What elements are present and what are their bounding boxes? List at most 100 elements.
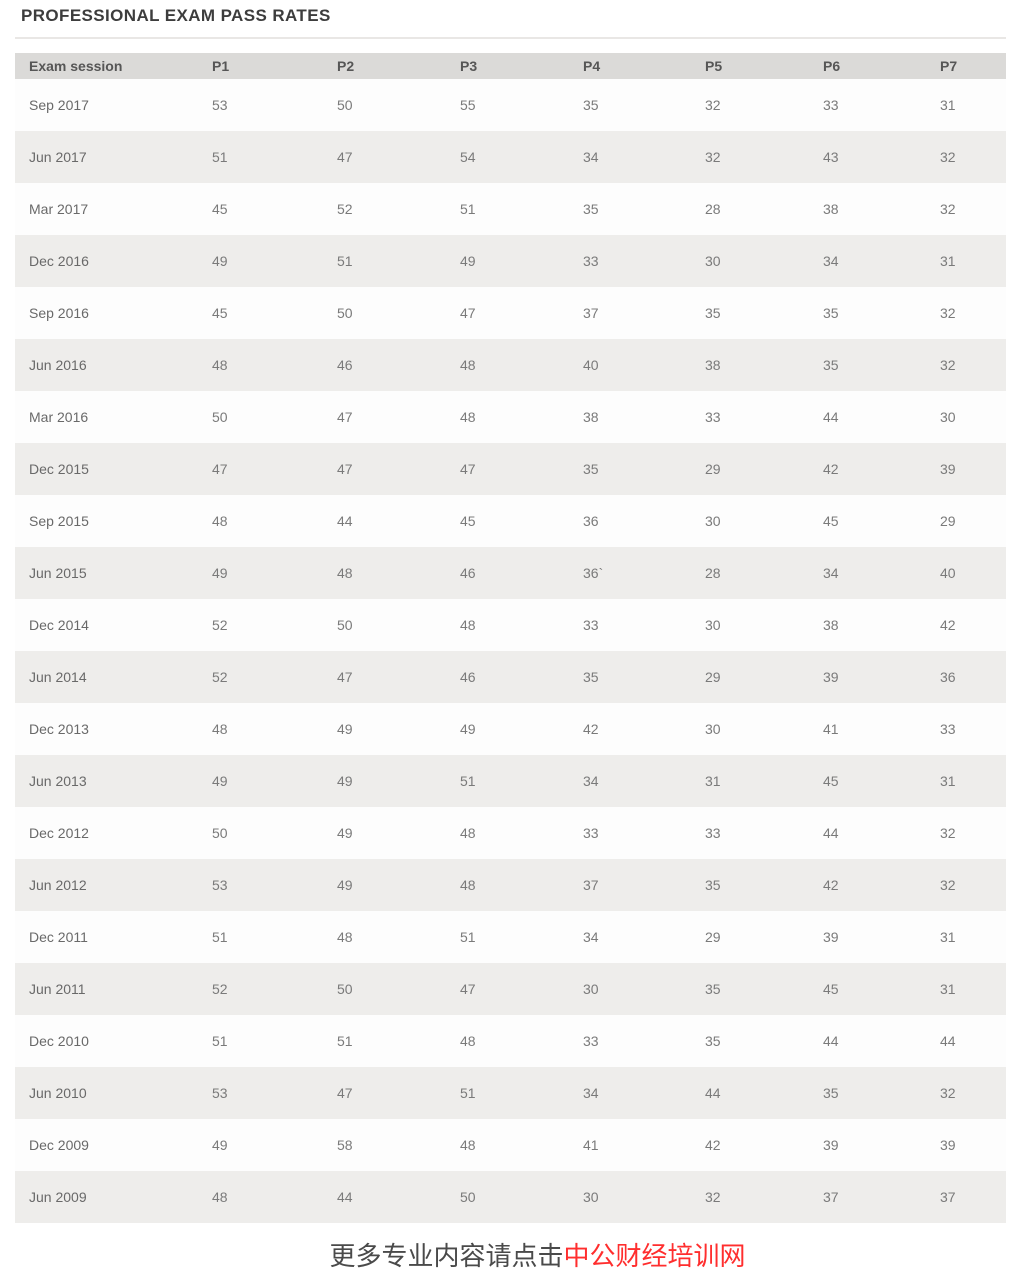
table-row: Dec 2013 48 49 49 42 30 41 33	[15, 703, 1006, 755]
value-cell: 53	[212, 877, 228, 893]
value-cell: 35	[583, 461, 599, 477]
value-cell: 50	[337, 617, 353, 633]
value-cell: 35	[823, 305, 839, 321]
value-cell: 47	[337, 1085, 353, 1101]
value-cell: 49	[212, 773, 228, 789]
session-cell: Jun 2009	[29, 1189, 87, 1205]
value-cell: 49	[337, 825, 353, 841]
value-cell: 42	[823, 461, 839, 477]
value-cell: 37	[823, 1189, 839, 1205]
value-cell: 34	[583, 929, 599, 945]
column-header-p2: P2	[337, 53, 460, 79]
session-cell: Jun 2017	[29, 149, 87, 165]
value-cell: 38	[583, 409, 599, 425]
session-cell: Dec 2013	[29, 721, 89, 737]
value-cell: 34	[583, 773, 599, 789]
value-cell: 44	[337, 1189, 353, 1205]
value-cell: 48	[460, 825, 476, 841]
table-row: Sep 2016 45 50 47 37 35 35 32	[15, 287, 1006, 339]
value-cell: 45	[823, 773, 839, 789]
value-cell: 30	[940, 409, 956, 425]
session-cell: Sep 2017	[29, 97, 89, 113]
page-title: PROFESSIONAL EXAM PASS RATES	[21, 6, 331, 25]
value-cell: 50	[460, 1189, 476, 1205]
session-cell: Dec 2009	[29, 1137, 89, 1153]
column-header-p5: P5	[705, 53, 823, 79]
value-cell: 45	[823, 513, 839, 529]
value-cell: 28	[705, 201, 721, 217]
column-header-p3: P3	[460, 53, 583, 79]
table-row: Jun 2012 53 49 48 37 35 42 32	[15, 859, 1006, 911]
table-row: Sep 2015 48 44 45 36 30 45 29	[15, 495, 1006, 547]
value-cell: 48	[212, 721, 228, 737]
value-cell: 50	[212, 409, 228, 425]
value-cell: 48	[337, 929, 353, 945]
value-cell: 47	[337, 149, 353, 165]
value-cell: 34	[583, 1085, 599, 1101]
value-cell: 33	[940, 721, 956, 737]
value-cell: 40	[583, 357, 599, 373]
value-cell: 37	[583, 305, 599, 321]
value-cell: 30	[705, 253, 721, 269]
value-cell: 33	[583, 825, 599, 841]
value-cell: 31	[940, 97, 956, 113]
value-cell: 46	[460, 565, 476, 581]
value-cell: 42	[940, 617, 956, 633]
table-row: Dec 2009 49 58 48 41 42 39 39	[15, 1119, 1006, 1171]
value-cell: 28	[705, 565, 721, 581]
table-row: Dec 2016 49 51 49 33 30 34 31	[15, 235, 1006, 287]
value-cell: 33	[705, 409, 721, 425]
table-row: Dec 2010 51 51 48 33 35 44 44	[15, 1015, 1006, 1067]
session-cell: Jun 2013	[29, 773, 87, 789]
column-header-p7: P7	[940, 53, 1006, 79]
value-cell: 47	[337, 461, 353, 477]
value-cell: 38	[705, 357, 721, 373]
value-cell: 32	[940, 201, 956, 217]
value-cell: 30	[583, 1189, 599, 1205]
page: PROFESSIONAL EXAM PASS RATES Exam sessio…	[0, 6, 1021, 1271]
value-cell: 32	[940, 1085, 956, 1101]
value-cell: 38	[823, 201, 839, 217]
value-cell: 47	[460, 305, 476, 321]
footer-text: 更多专业内容请点击	[329, 1241, 564, 1271]
session-cell: Jun 2011	[29, 981, 86, 997]
value-cell: 48	[460, 617, 476, 633]
value-cell: 53	[212, 97, 228, 113]
value-cell: 32	[940, 149, 956, 165]
value-cell: 50	[337, 981, 353, 997]
session-cell: Dec 2016	[29, 253, 89, 269]
session-cell: Jun 2010	[29, 1085, 87, 1101]
value-cell: 32	[940, 877, 956, 893]
session-cell: Dec 2012	[29, 825, 89, 841]
value-cell: 35	[705, 877, 721, 893]
value-cell: 53	[212, 1085, 228, 1101]
table-row: Jun 2017 51 47 54 34 32 43 32	[15, 131, 1006, 183]
value-cell: 48	[212, 357, 228, 373]
value-cell: 45	[823, 981, 839, 997]
value-cell: 48	[212, 1189, 228, 1205]
value-cell: 48	[460, 357, 476, 373]
value-cell: 32	[940, 825, 956, 841]
value-cell: 49	[337, 721, 353, 737]
value-cell: 29	[705, 669, 721, 685]
table-row: Jun 2011 52 50 47 30 35 45 31	[15, 963, 1006, 1015]
value-cell: 51	[212, 1033, 228, 1049]
value-cell: 51	[337, 253, 353, 269]
table-row: Jun 2015 49 48 46 36` 28 34 40	[15, 547, 1006, 599]
value-cell: 48	[460, 1033, 476, 1049]
value-cell: 58	[337, 1137, 353, 1153]
value-cell: 50	[212, 825, 228, 841]
footer-link[interactable]: 中公财经培训网	[563, 1241, 746, 1271]
value-cell: 39	[940, 1137, 956, 1153]
value-cell: 47	[337, 409, 353, 425]
session-cell: Sep 2016	[29, 305, 89, 321]
value-cell: 34	[583, 149, 599, 165]
value-cell: 30	[705, 617, 721, 633]
value-cell: 47	[460, 981, 476, 997]
value-cell: 35	[583, 201, 599, 217]
value-cell: 49	[212, 253, 228, 269]
value-cell: 35	[583, 97, 599, 113]
value-cell: 49	[460, 253, 476, 269]
value-cell: 55	[460, 97, 476, 113]
value-cell: 33	[583, 617, 599, 633]
